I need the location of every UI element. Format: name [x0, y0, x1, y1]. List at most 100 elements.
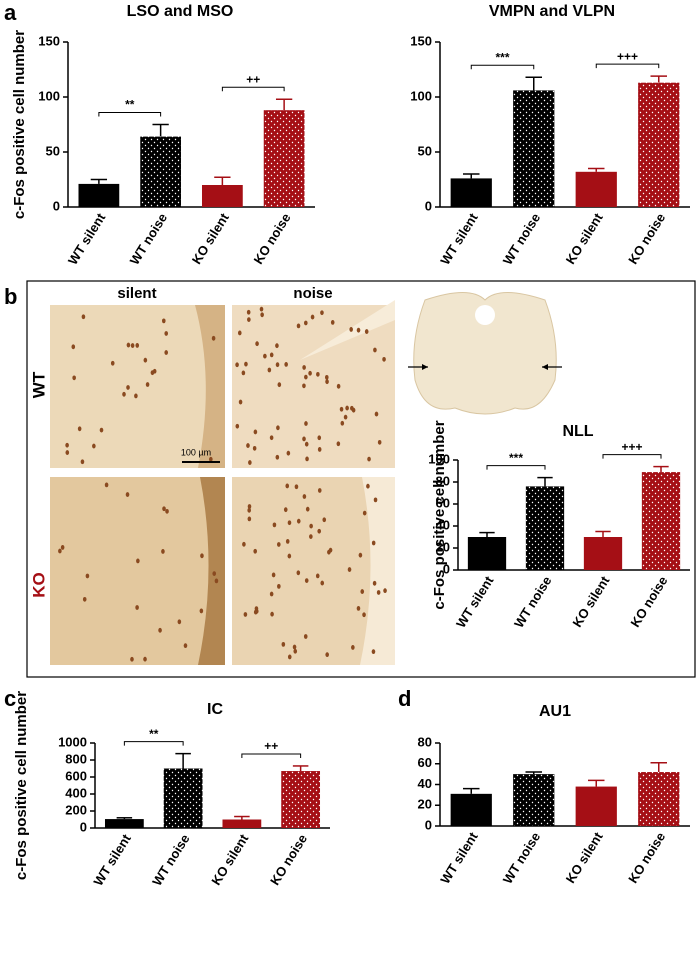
y-tick-label: 0 [425, 817, 432, 832]
significance-bracket [486, 465, 546, 470]
x-tick-label: KO noise [625, 210, 668, 266]
micrograph [50, 305, 225, 468]
significance-bracket [123, 741, 184, 746]
y-tick-label: 400 [65, 785, 87, 800]
y-tick-label: 40 [418, 776, 432, 791]
y-tick-label: 20 [418, 797, 432, 812]
scale-label: 100 µm [181, 447, 211, 457]
y-tick-label: 60 [418, 755, 432, 770]
y-tick-label: 80 [418, 734, 432, 749]
panel-label: d [398, 686, 411, 711]
x-tick-label: KO noise [267, 831, 310, 887]
panel-label: b [4, 284, 17, 309]
bar [641, 472, 681, 570]
y-tick-label: 0 [425, 198, 432, 213]
bar [104, 819, 144, 828]
significance-bracket [470, 64, 535, 70]
x-tick-label: KO noise [625, 829, 668, 885]
bar [281, 771, 321, 828]
micrograph [50, 477, 225, 665]
x-tick-label: WT noise [511, 573, 554, 630]
bar [140, 136, 182, 207]
y-tick-label: 100 [38, 88, 60, 103]
y-tick-label: 800 [65, 751, 87, 766]
y-tick-label: 40 [436, 517, 450, 532]
significance-label: +++ [621, 440, 642, 454]
x-tick-label: WT noise [500, 829, 543, 886]
y-tick-label: 60 [436, 495, 450, 510]
panel-label: c [4, 686, 16, 711]
bar [263, 110, 305, 207]
y-tick-label: 1000 [58, 734, 87, 749]
x-tick-label: WT noise [127, 210, 170, 267]
chart-title: AU1 [539, 703, 571, 720]
y-tick-label: 600 [65, 768, 87, 783]
y-tick-label: 0 [80, 819, 87, 834]
y-tick-label: 0 [53, 198, 60, 213]
x-tick-label: WT noise [149, 831, 192, 888]
significance-label: +++ [617, 49, 638, 63]
bar [513, 90, 555, 207]
x-tick-label: WT noise [500, 210, 543, 267]
y-tick-label: 50 [418, 143, 432, 158]
chart-title: NLL [562, 423, 593, 440]
x-tick-label: WT silent [437, 210, 481, 268]
x-tick-label: KO noise [627, 573, 670, 629]
x-tick-label: WT silent [65, 210, 109, 268]
brain-section [408, 292, 562, 415]
bar [450, 178, 492, 207]
bar [222, 819, 262, 828]
x-tick-label: KO silent [569, 573, 612, 630]
y-tick-label: 50 [46, 143, 60, 158]
x-tick-label: WT silent [437, 829, 481, 887]
significance-label: ** [149, 727, 159, 741]
significance-bracket [602, 454, 662, 459]
cell-dots [58, 306, 387, 662]
bar [467, 537, 507, 570]
bar [450, 793, 492, 826]
significance-bracket [98, 112, 162, 117]
chart-title: IC [207, 701, 223, 718]
significance-label: ** [125, 98, 135, 112]
row-label: KO [29, 572, 48, 598]
y-tick-label: 100 [410, 88, 432, 103]
y-tick-label: 150 [410, 33, 432, 48]
bar [575, 171, 617, 207]
chart-title: LSO and MSO [127, 3, 234, 20]
x-tick-label: KO noise [251, 210, 294, 266]
chart-title: VMPN and VLPN [489, 3, 615, 20]
y-tick-label: 150 [38, 33, 60, 48]
bar [78, 183, 120, 207]
micrograph [232, 477, 395, 665]
x-tick-label: KO silent [563, 210, 606, 267]
y-axis-label: c-Fos positive cell number [13, 691, 30, 880]
panel-label: a [4, 0, 17, 25]
bar [163, 768, 203, 828]
bar [638, 772, 680, 826]
y-axis-label: c-Fos positive cell number [11, 30, 28, 219]
bar [583, 537, 623, 570]
micrograph [232, 300, 395, 468]
row-label: WT [29, 371, 48, 398]
significance-bracket [241, 753, 302, 758]
bar [513, 774, 555, 826]
y-tick-label: 20 [436, 539, 450, 554]
y-tick-label: 0 [443, 561, 450, 576]
significance-label: *** [509, 451, 523, 465]
y-tick-label: 80 [436, 473, 450, 488]
y-tick-label: 200 [65, 802, 87, 817]
bar [575, 786, 617, 826]
significance-label: ++ [246, 72, 260, 86]
x-tick-label: WT silent [90, 831, 134, 889]
y-axis-label: c-Fos positive cell number [431, 420, 448, 609]
x-tick-label: KO silent [189, 210, 232, 267]
significance-label: *** [495, 50, 509, 64]
column-label: noise [293, 285, 332, 302]
significance-label: ++ [264, 739, 278, 753]
x-tick-label: KO silent [563, 829, 606, 886]
column-label: silent [117, 285, 156, 302]
x-tick-label: WT silent [453, 573, 497, 631]
significance-bracket [595, 63, 660, 69]
significance-bracket [221, 86, 285, 92]
